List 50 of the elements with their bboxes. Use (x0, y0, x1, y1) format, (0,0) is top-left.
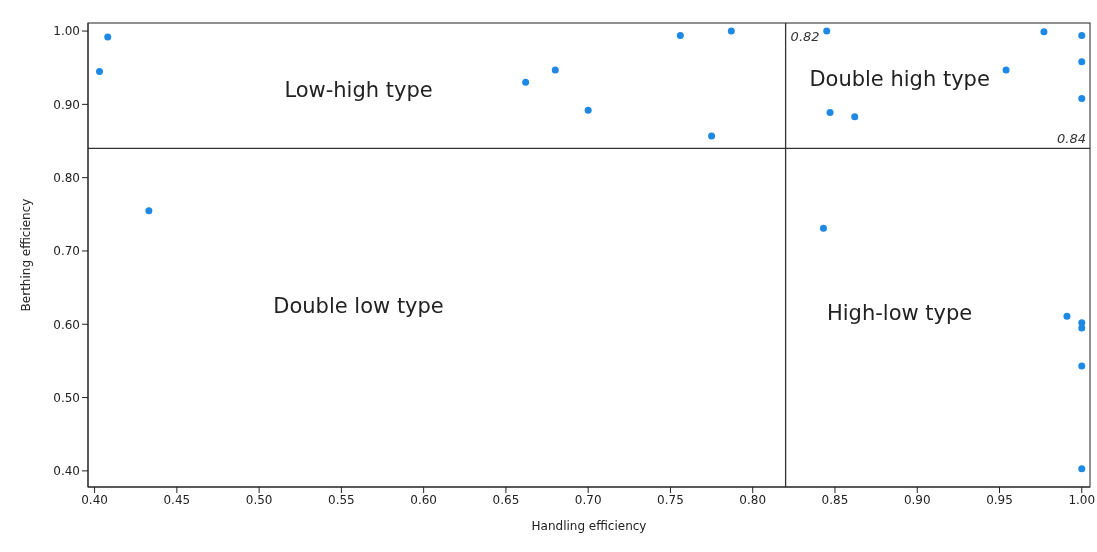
point (1040, 28, 1048, 36)
point (551, 66, 559, 74)
point (676, 31, 684, 39)
y-tick-label: 0.70 (53, 244, 80, 259)
x-tick-label: 0.45 (163, 492, 191, 507)
point (1002, 66, 1010, 74)
point (1078, 58, 1086, 66)
point (826, 108, 834, 116)
ref-line-label: 0.82 (790, 29, 820, 44)
y-tick-label: 0.60 (53, 317, 80, 332)
x-tick-label: 0.85 (821, 492, 849, 507)
x-tick-label: 0.75 (657, 492, 684, 507)
y-tick-label: 0.40 (53, 464, 80, 479)
y-tick-label: 0.90 (53, 97, 80, 112)
point (727, 27, 735, 35)
x-tick-label: 0.70 (574, 492, 602, 507)
point (819, 224, 827, 232)
x-tick-label: 0.60 (410, 492, 437, 507)
x-tick-label: 0.65 (492, 492, 520, 507)
point (1063, 312, 1071, 320)
point (1078, 95, 1086, 102)
x-axis-title: Handling efficiency (531, 519, 647, 533)
point (1078, 465, 1086, 473)
point (522, 78, 530, 86)
annotation: High-low type (826, 301, 973, 325)
annotation: Double low type (273, 294, 444, 319)
point (1078, 324, 1086, 332)
annotation: Double high type (809, 66, 990, 91)
point (851, 113, 859, 121)
y-tick-label: 1.00 (53, 24, 80, 39)
x-tick-label: 0.80 (739, 492, 767, 507)
ref-line-label: 0.84 (1057, 131, 1086, 147)
point (96, 67, 104, 75)
point (708, 132, 716, 140)
point (145, 207, 153, 215)
point (584, 106, 592, 114)
point (823, 27, 831, 35)
point (1078, 362, 1086, 370)
x-tick-label: 0.55 (328, 492, 355, 507)
point (104, 33, 112, 41)
annotation: Low-high type (284, 78, 433, 103)
x-tick-label: 0.50 (245, 492, 273, 507)
y-tick-label: 0.50 (53, 390, 80, 405)
x-tick-label: 0.90 (903, 492, 931, 507)
x-tick-label: 0.95 (986, 492, 1013, 507)
y-tick-label: 0.80 (53, 170, 80, 185)
point (1078, 31, 1086, 39)
x-tick-label: 1.00 (1068, 492, 1096, 507)
x-tick-label: 0.40 (81, 492, 108, 507)
y-axis-title: Berthing efficiency (19, 198, 34, 312)
